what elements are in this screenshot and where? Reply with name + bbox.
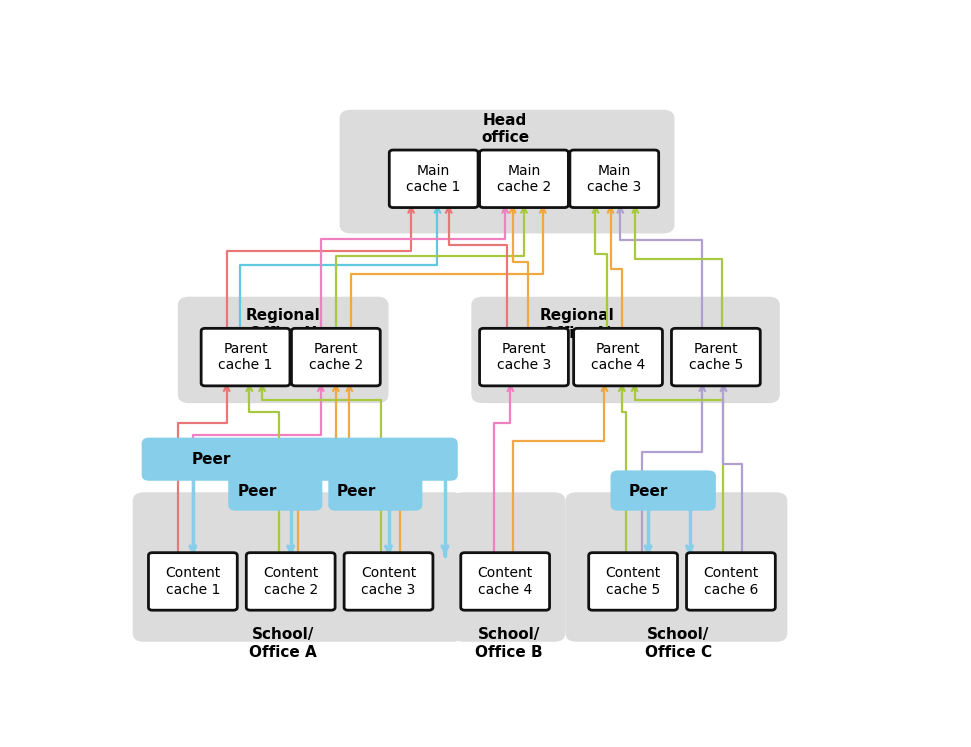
FancyBboxPatch shape (452, 492, 565, 642)
FancyBboxPatch shape (247, 553, 335, 610)
FancyBboxPatch shape (328, 471, 422, 511)
Text: School/
Office C: School/ Office C (645, 627, 712, 660)
FancyBboxPatch shape (149, 553, 237, 610)
Text: Peer: Peer (628, 483, 668, 499)
FancyBboxPatch shape (228, 471, 322, 511)
Text: Parent
cache 3: Parent cache 3 (497, 342, 552, 372)
FancyBboxPatch shape (142, 438, 457, 481)
FancyBboxPatch shape (201, 329, 290, 386)
Text: Content
cache 3: Content cache 3 (361, 566, 417, 597)
FancyBboxPatch shape (480, 150, 568, 208)
FancyBboxPatch shape (672, 329, 760, 386)
Text: Main
cache 2: Main cache 2 (497, 164, 552, 194)
Text: Peer: Peer (237, 483, 277, 499)
FancyBboxPatch shape (588, 553, 678, 610)
FancyBboxPatch shape (471, 297, 780, 403)
FancyBboxPatch shape (291, 329, 381, 386)
FancyBboxPatch shape (480, 329, 568, 386)
FancyBboxPatch shape (565, 492, 787, 642)
Text: Regional
Office Y: Regional Office Y (539, 309, 614, 341)
Text: School/
Office A: School/ Office A (250, 627, 318, 660)
FancyBboxPatch shape (461, 553, 550, 610)
Text: Content
cache 2: Content cache 2 (263, 566, 318, 597)
Text: Regional
Office X: Regional Office X (246, 309, 320, 341)
Text: Peer: Peer (337, 483, 376, 499)
Text: Peer: Peer (192, 452, 231, 467)
FancyBboxPatch shape (389, 150, 478, 208)
FancyBboxPatch shape (686, 553, 775, 610)
Text: Main
cache 3: Main cache 3 (587, 164, 642, 194)
Text: Content
cache 1: Content cache 1 (165, 566, 220, 597)
Text: Main
cache 1: Main cache 1 (407, 164, 461, 194)
Text: Parent
cache 1: Parent cache 1 (218, 342, 273, 372)
Text: Head
office: Head office (481, 113, 529, 145)
Text: Content
cache 4: Content cache 4 (478, 566, 533, 597)
FancyBboxPatch shape (344, 553, 433, 610)
Text: Parent
cache 4: Parent cache 4 (591, 342, 645, 372)
Text: Parent
cache 5: Parent cache 5 (688, 342, 743, 372)
Text: Parent
cache 2: Parent cache 2 (309, 342, 363, 372)
FancyBboxPatch shape (133, 492, 464, 642)
FancyBboxPatch shape (570, 150, 658, 208)
Text: Content
cache 5: Content cache 5 (606, 566, 660, 597)
FancyBboxPatch shape (611, 471, 716, 511)
Text: School/
Office B: School/ Office B (475, 627, 543, 660)
FancyBboxPatch shape (178, 297, 388, 403)
Text: Content
cache 6: Content cache 6 (703, 566, 758, 597)
FancyBboxPatch shape (340, 110, 675, 233)
FancyBboxPatch shape (574, 329, 662, 386)
